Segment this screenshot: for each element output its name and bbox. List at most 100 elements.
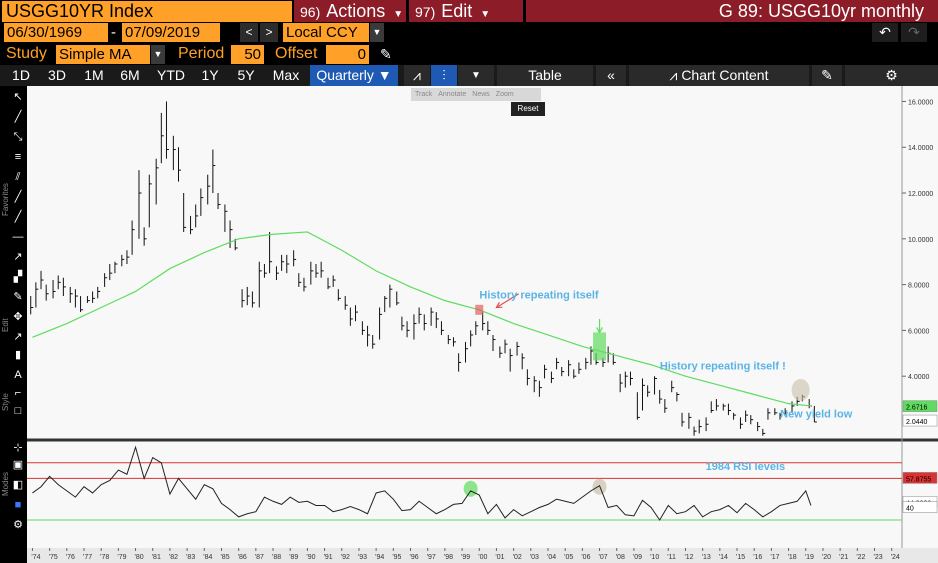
table-button[interactable]: Table: [497, 65, 593, 86]
chart-annotation: History repeating itself !: [660, 360, 786, 372]
actions-menu[interactable]: 96) Actions ▼: [294, 0, 406, 22]
frequency-select[interactable]: Quarterly ▼: [310, 65, 398, 86]
range-5y[interactable]: 5Y: [237, 67, 255, 83]
news-button[interactable]: News: [472, 91, 490, 98]
x-axis-bg: [27, 548, 938, 563]
hline-tool-icon[interactable]: —: [12, 231, 24, 243]
line-tool-icon[interactable]: ╱: [14, 111, 22, 123]
chart-content-button[interactable]: ⩘ Chart Content: [629, 65, 809, 86]
text-tool-icon[interactable]: A: [14, 369, 22, 381]
study-label: Study: [6, 45, 47, 62]
x-tick-label: '85: [220, 554, 229, 561]
x-tick-label: '08: [616, 554, 625, 561]
x-tick-label: '89: [289, 554, 298, 561]
x-tick-label: '95: [392, 554, 401, 561]
bloomberg-icon[interactable]: ■: [14, 499, 22, 511]
crop-tool-icon[interactable]: ⌐: [14, 387, 22, 399]
range-6m[interactable]: 6M: [120, 67, 140, 83]
pen-tool-icon[interactable]: ✎: [13, 291, 23, 303]
chart-area[interactable]: 16.0000 14.0000 12.0000 10.0000 8.0000 6.0000…: [27, 86, 938, 563]
range-3d[interactable]: 3D: [48, 67, 66, 83]
reset-button[interactable]: Reset: [511, 102, 545, 116]
edit-menu[interactable]: 97) Edit ▼: [409, 0, 523, 22]
annotate-button[interactable]: Annotate: [438, 91, 467, 98]
square-tool-icon[interactable]: □: [14, 405, 22, 417]
move-tool-icon[interactable]: ✥: [13, 311, 23, 323]
arrow-tool-icon[interactable]: ↗: [13, 251, 23, 263]
zoom-button[interactable]: Zoom: [495, 91, 514, 98]
y-tick-label: 14.0000: [908, 145, 933, 152]
line-chart-icon[interactable]: ⩘: [404, 65, 430, 86]
x-tick-label: '18: [788, 554, 797, 561]
chart-canvas[interactable]: 16.0000 14.0000 12.0000 10.0000 8.0000 6.0000…: [27, 86, 938, 563]
rsi-value-label: 57.8755: [906, 476, 931, 483]
y-tick-label: 12.0000: [908, 191, 933, 198]
main-panel-bg: [27, 86, 938, 440]
ray-tool-icon[interactable]: ╱: [14, 211, 22, 223]
layers-icon[interactable]: ◧: [12, 479, 24, 491]
fib-tool-icon[interactable]: ≡: [14, 151, 22, 163]
last-value-label: 2.6716: [906, 405, 928, 412]
crosshair-icon[interactable]: ⊹: [13, 442, 23, 454]
x-tick-label: '02: [513, 554, 522, 561]
caret-down-icon[interactable]: ▼: [458, 65, 494, 86]
settings-icon[interactable]: ⚙: [13, 519, 23, 531]
mode-icon[interactable]: ▣: [12, 459, 24, 471]
study-select[interactable]: Simple MA: [56, 45, 150, 64]
gear-icon[interactable]: ⚙: [845, 65, 938, 86]
period-input[interactable]: 50: [231, 45, 264, 64]
annotation-arrowhead: [495, 301, 503, 309]
track-button[interactable]: Track: [415, 91, 433, 98]
currency-select[interactable]: Local CCY: [283, 23, 369, 42]
x-tick-label: '88: [272, 554, 281, 561]
range-1m[interactable]: 1M: [84, 67, 104, 83]
range-toolbar: 1D 3D 1M 6M YTD 1Y 5Y Max Quarterly ▼ ⩘ …: [0, 65, 938, 86]
caret-down-icon[interactable]: ▼: [370, 23, 384, 42]
end-date-input[interactable]: 07/09/2019: [122, 23, 220, 42]
x-tick-label: '75: [49, 554, 58, 561]
range-ytd[interactable]: YTD: [157, 67, 185, 83]
redo-icon[interactable]: ↷: [901, 23, 927, 42]
range-1y[interactable]: 1Y: [201, 67, 219, 83]
edit-label: Edit: [441, 1, 473, 21]
offset-label: Offset: [275, 45, 318, 62]
rsi-value-badge: [902, 472, 938, 484]
undo-icon[interactable]: ↶: [872, 23, 898, 42]
collapse-icon[interactable]: «: [596, 65, 626, 86]
edit-chart-icon[interactable]: ✎: [812, 65, 842, 86]
chevron-left-icon[interactable]: <: [240, 23, 258, 42]
trend-tool-icon[interactable]: ⤡: [13, 131, 23, 143]
start-date-input[interactable]: 06/30/1969: [4, 23, 108, 42]
range-max[interactable]: Max: [272, 67, 300, 83]
brush-tool-icon[interactable]: ╱: [14, 191, 22, 203]
chevron-right-icon[interactable]: >: [260, 23, 278, 42]
x-tick-label: '01: [495, 554, 504, 561]
x-tick-label: '03: [530, 554, 539, 561]
chart-content-icon: ⩘: [669, 67, 678, 83]
chart-annotation: History repeating itself: [479, 289, 599, 301]
band-tool-icon[interactable]: ▞: [13, 271, 23, 283]
x-tick-label: '98: [444, 554, 453, 561]
style-label: Style: [1, 393, 10, 411]
cursor-tool-icon[interactable]: ↗: [13, 331, 23, 343]
range-1d[interactable]: 1D: [12, 67, 30, 83]
mini-toolbar: Track Annotate News Zoom: [411, 88, 541, 101]
caret-down-icon[interactable]: ▼: [151, 45, 165, 64]
ticker-field[interactable]: USGG10YR Index: [2, 1, 292, 22]
bar-chart-icon[interactable]: ⫶: [431, 65, 457, 86]
y-tick-label: 6.0000: [908, 328, 930, 335]
channel-tool-icon[interactable]: ⫽: [15, 171, 21, 183]
x-tick-label: '13: [702, 554, 711, 561]
pencil-icon[interactable]: ✎: [380, 46, 392, 62]
rsi-annotation: 1984 RSI levels: [706, 461, 786, 473]
favorites-label: Favorites: [1, 183, 10, 216]
highlight-marker: [791, 378, 810, 401]
pointer-icon[interactable]: ↖: [13, 91, 23, 103]
highlight-marker: [475, 304, 484, 315]
x-tick-label: '86: [238, 554, 247, 561]
x-tick-label: '04: [547, 554, 556, 561]
offset-input[interactable]: 0: [326, 45, 369, 64]
y-tick-label: 10.0000: [908, 237, 933, 244]
eraser-icon[interactable]: ▮: [14, 349, 22, 361]
